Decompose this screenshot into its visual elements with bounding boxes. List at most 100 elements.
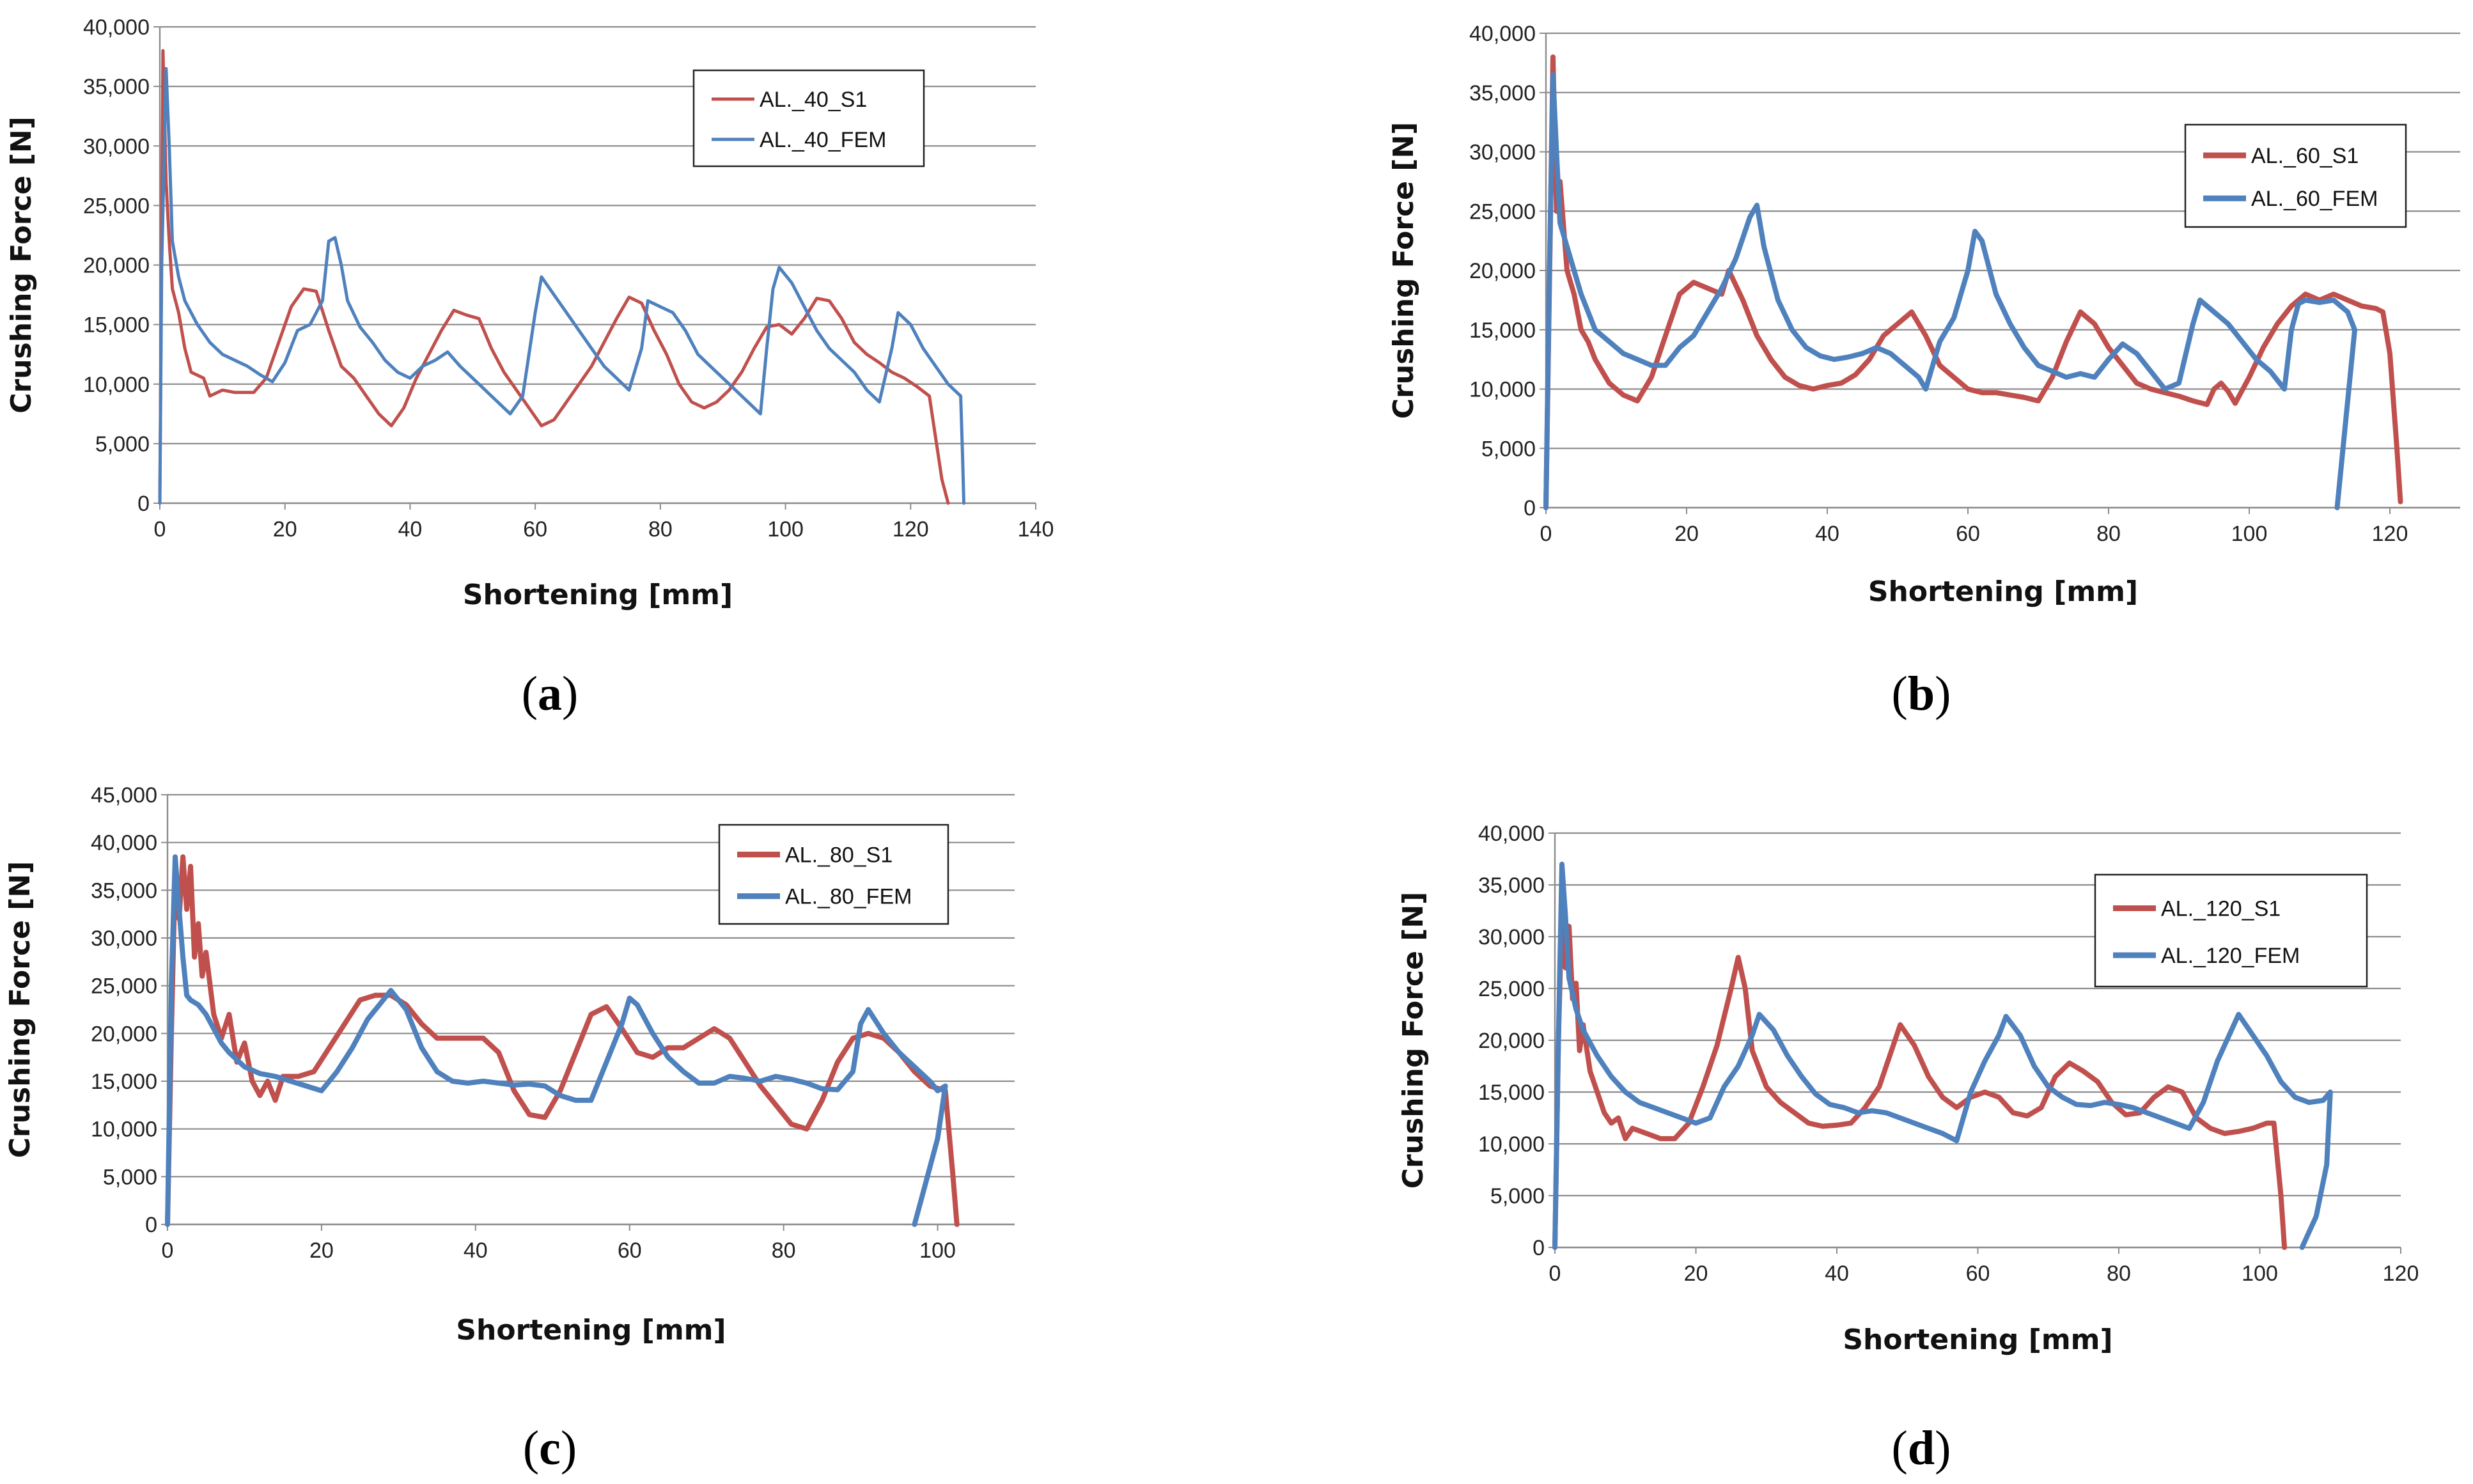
y-tick-label: 30,000 bbox=[1469, 141, 1536, 165]
chart-panel-b: 0 5,000 10,000 15,000 20,000 25,000 30,000 35,0… bbox=[1387, 22, 2460, 721]
x-tick-label: 120 bbox=[893, 517, 929, 542]
y-tick-label: 15,000 bbox=[1478, 1081, 1545, 1105]
y-tick-label: 0 bbox=[1533, 1236, 1545, 1260]
legend-box bbox=[718, 824, 949, 925]
y-tick-label: 30,000 bbox=[83, 134, 150, 159]
x-tick-label: 40 bbox=[1825, 1261, 1849, 1286]
legend-label: AL._80_S1 bbox=[785, 843, 893, 868]
x-tick-label: 20 bbox=[309, 1238, 334, 1263]
y-tick-label: 0 bbox=[145, 1213, 157, 1237]
legend-label: AL._40_FEM bbox=[760, 128, 886, 152]
x-tick-label: 120 bbox=[2372, 522, 2408, 546]
series-line-AL._60_S1 bbox=[1543, 54, 2403, 510]
legend-label: AL._80_FEM bbox=[785, 885, 912, 909]
chart-panel-c: 0 5,000 10,000 15,000 20,000 25,000 30,000 35,0… bbox=[4, 783, 1015, 1475]
x-tick-label: 100 bbox=[2242, 1261, 2278, 1286]
y-axis-title: Crushing Force [N] bbox=[1397, 892, 1430, 1189]
y-tick-label: 0 bbox=[137, 492, 150, 516]
x-tick-label: 0 bbox=[1549, 1261, 1561, 1286]
panel-caption-letter: d bbox=[1908, 1421, 1935, 1475]
x-tick-label: 80 bbox=[648, 517, 673, 542]
x-tick-label: 60 bbox=[1966, 1261, 1990, 1286]
y-tick-label: 25,000 bbox=[83, 194, 150, 218]
panel-caption: (c) bbox=[523, 1421, 577, 1475]
legend-label: AL._120_S1 bbox=[2161, 897, 2281, 921]
y-tick-label: 20,000 bbox=[83, 254, 150, 278]
y-tick-label: 40,000 bbox=[1478, 822, 1545, 846]
panel-caption-letter: c bbox=[539, 1421, 561, 1475]
y-tick-label: 10,000 bbox=[1469, 378, 1536, 402]
x-tick-label: 80 bbox=[2096, 522, 2121, 546]
x-tick-label: 40 bbox=[1815, 522, 1839, 546]
chart-panel-a: 0 5,000 10,000 15,000 20,000 25,000 30,000 35,0… bbox=[5, 15, 1054, 721]
panel-caption: (a) bbox=[522, 667, 579, 721]
series-line-AL._40_S1 bbox=[158, 49, 950, 505]
x-tick-label: 80 bbox=[2107, 1261, 2131, 1286]
x-tick-label: 60 bbox=[1956, 522, 1980, 546]
y-tick-label: 30,000 bbox=[91, 926, 157, 951]
x-axis-title: Shortening [mm] bbox=[1843, 1324, 2112, 1356]
y-axis-title: Crushing Force [N] bbox=[4, 861, 36, 1159]
series-line-AL._80_S1 bbox=[165, 854, 960, 1227]
series-line-AL._40_FEM bbox=[158, 66, 965, 505]
y-tick-label: 10,000 bbox=[83, 373, 150, 397]
legend-label: AL._120_FEM bbox=[2161, 944, 2300, 968]
y-tick-label: 25,000 bbox=[91, 974, 157, 999]
y-tick-label: 35,000 bbox=[1478, 873, 1545, 898]
y-tick-label: 20,000 bbox=[1478, 1029, 1545, 1053]
chart-panel-d: 0 5,000 10,000 15,000 20,000 25,000 30,000 35,0… bbox=[1397, 822, 2419, 1475]
series-line-AL._120_S1 bbox=[1552, 903, 2288, 1250]
panel-caption: (d) bbox=[1892, 1421, 1951, 1475]
x-tick-label: 60 bbox=[618, 1238, 642, 1263]
x-tick-label: 0 bbox=[1540, 522, 1552, 546]
x-tick-label: 140 bbox=[1018, 517, 1054, 542]
y-tick-label: 40,000 bbox=[1469, 22, 1536, 46]
y-tick-label: 25,000 bbox=[1478, 977, 1545, 1001]
legend-box bbox=[2184, 123, 2407, 228]
y-tick-label: 30,000 bbox=[1478, 925, 1545, 949]
y-tick-label: 35,000 bbox=[1469, 81, 1536, 105]
y-tick-label: 5,000 bbox=[1481, 437, 1536, 461]
x-tick-label: 120 bbox=[2383, 1261, 2419, 1286]
y-tick-label: 20,000 bbox=[91, 1022, 157, 1046]
y-tick-label: 45,000 bbox=[91, 783, 157, 808]
y-tick-label: 35,000 bbox=[83, 75, 150, 99]
x-tick-label: 20 bbox=[1674, 522, 1699, 546]
y-tick-label: 15,000 bbox=[83, 313, 150, 338]
y-tick-label: 25,000 bbox=[1469, 199, 1536, 224]
y-tick-label: 40,000 bbox=[91, 831, 157, 855]
y-tick-label: 5,000 bbox=[103, 1165, 157, 1189]
x-tick-label: 40 bbox=[398, 517, 423, 542]
panel-caption-letter: b bbox=[1908, 667, 1935, 721]
series-line-AL._60_FEM bbox=[1543, 72, 2357, 510]
x-axis-title: Shortening [mm] bbox=[456, 1314, 726, 1347]
x-tick-label: 0 bbox=[162, 1238, 174, 1263]
y-tick-label: 20,000 bbox=[1469, 259, 1536, 283]
y-tick-label: 0 bbox=[1524, 496, 1536, 520]
y-tick-label: 5,000 bbox=[95, 432, 150, 457]
legend-label: AL._60_S1 bbox=[2251, 144, 2359, 168]
legend-label: AL._60_FEM bbox=[2251, 187, 2378, 211]
y-tick-label: 40,000 bbox=[83, 15, 150, 40]
y-tick-label: 35,000 bbox=[91, 879, 157, 903]
series-line-AL._80_FEM bbox=[165, 854, 948, 1227]
x-tick-label: 20 bbox=[1684, 1261, 1708, 1286]
panel-caption-letter: a bbox=[538, 667, 562, 721]
panel-caption: (b) bbox=[1892, 667, 1951, 721]
y-tick-label: 10,000 bbox=[1478, 1132, 1545, 1157]
y-tick-label: 5,000 bbox=[1490, 1184, 1545, 1208]
x-tick-label: 80 bbox=[772, 1238, 796, 1263]
x-axis-title: Shortening [mm] bbox=[463, 579, 733, 611]
x-tick-label: 40 bbox=[464, 1238, 488, 1263]
y-axis-title: Crushing Force [N] bbox=[5, 116, 38, 414]
legend-label: AL._40_S1 bbox=[760, 88, 867, 112]
series-line-AL._120_FEM bbox=[1552, 861, 2333, 1250]
x-tick-label: 100 bbox=[919, 1238, 956, 1263]
y-tick-label: 15,000 bbox=[1469, 318, 1536, 343]
x-tick-label: 0 bbox=[154, 517, 166, 542]
y-tick-label: 15,000 bbox=[91, 1070, 157, 1094]
x-axis-title: Shortening [mm] bbox=[1868, 575, 2138, 608]
y-axis-title: Crushing Force [N] bbox=[1387, 122, 1420, 419]
x-tick-label: 60 bbox=[523, 517, 547, 542]
